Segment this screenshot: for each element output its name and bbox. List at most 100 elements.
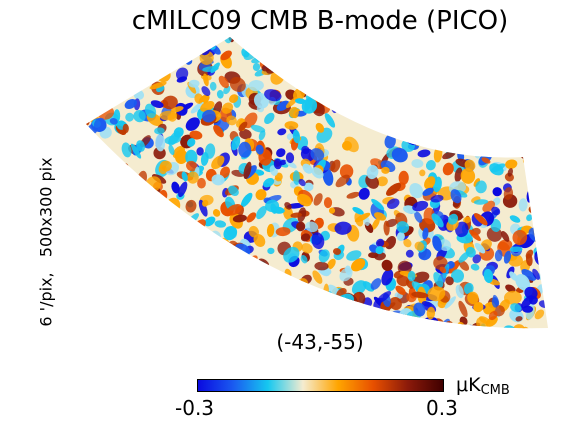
map-fluctuation [207,292,218,300]
map-fluctuation [519,37,532,42]
map-fluctuation [410,37,421,41]
map-fluctuation [95,37,105,46]
map-fluctuation [142,300,149,310]
map-fluctuation [389,296,402,311]
map-fluctuation [459,107,467,124]
map-fluctuation [86,37,87,40]
map-fluctuation [187,171,199,184]
map-fluctuation [241,257,254,269]
map-fluctuation [190,101,204,114]
map-fluctuation [104,270,117,283]
map-fluctuation [426,325,440,329]
map-fluctuation [124,99,137,109]
map-fluctuation [127,295,134,302]
map-fluctuation [155,134,166,152]
map-fluctuation [504,290,522,305]
map-fluctuation [86,310,88,325]
map-fluctuation [290,294,307,306]
map-fluctuation [251,261,264,273]
map-fluctuation [141,334,150,344]
map-fluctuation [148,221,156,235]
map-fluctuation [453,140,459,147]
map-fluctuation [216,90,224,99]
map-fluctuation [441,332,456,338]
map-fluctuation [539,187,548,199]
map-fluctuation [276,148,286,158]
map-fluctuation [468,61,481,70]
map-fluctuation [537,37,548,43]
map-fluctuation [180,255,190,264]
map-fluctuation [450,212,464,219]
map-fluctuation [250,124,266,133]
map-fluctuation [170,302,182,310]
map-fluctuation [90,155,101,163]
map-fluctuation [534,97,547,115]
map-fluctuation [484,84,498,98]
map-fluctuation [441,129,449,136]
map-fluctuation [243,161,252,180]
map-fluctuation [342,101,351,110]
map-fluctuation [494,98,511,104]
map-fluctuation [98,229,107,246]
map-fluctuation [483,86,497,102]
map-fluctuation [417,121,430,137]
map-fluctuation [135,37,143,38]
map-fluctuation [253,93,269,109]
map-fluctuation [101,153,108,165]
map-fluctuation [507,142,522,154]
map-fluctuation [146,56,158,68]
map-fluctuation [419,169,426,177]
map-fluctuation [313,193,323,206]
unit-subscript: CMB [480,383,510,398]
map-fluctuation [543,231,548,247]
map-fluctuation [131,327,146,345]
map-fluctuation [531,148,544,158]
map-fluctuation [124,68,134,79]
map-fluctuation [119,185,128,198]
map-fluctuation [424,176,436,190]
map-fluctuation [231,262,244,277]
map-fluctuation [518,198,528,212]
map-fluctuation [339,164,354,179]
map-fluctuation [532,89,547,105]
map-fluctuation [126,239,138,250]
map-fluctuation [185,149,198,165]
map-fluctuation [443,74,461,89]
map-fluctuation [448,37,463,48]
map-fluctuation [450,189,462,204]
map-fluctuation [305,294,315,302]
map-fluctuation [473,199,489,205]
map-fluctuation [374,105,386,119]
map-fluctuation [383,220,390,236]
map-fluctuation [86,173,89,182]
map-fluctuation [534,69,544,79]
map-fluctuation [470,327,484,342]
map-fluctuation [524,37,535,40]
map-fluctuation [447,213,459,225]
map-fluctuation [114,252,123,262]
map-fluctuation [322,37,340,45]
map-fluctuation [128,216,135,229]
map-fluctuation [92,70,102,85]
map-fluctuation [114,202,124,213]
map-fluctuation [283,246,300,263]
map-fluctuation [224,291,238,305]
map-fluctuation [503,187,514,200]
map-fluctuation [139,50,149,64]
map-fluctuation [353,69,365,81]
map-fluctuation [546,207,548,214]
map-fluctuation [127,194,142,209]
map-fluctuation [252,62,261,72]
map-fluctuation [550,125,563,132]
map-fluctuation [501,37,512,50]
map-fluctuation [88,151,106,166]
map-fluctuation [545,257,548,270]
map-fluctuation [136,202,149,211]
map-fluctuation [174,315,189,329]
map-fluctuation [227,297,239,311]
map-fluctuation [86,247,90,262]
map-fluctuation [492,187,502,197]
map-fluctuation [117,174,127,184]
map-fluctuation [437,103,451,117]
map-fluctuation [525,131,539,142]
